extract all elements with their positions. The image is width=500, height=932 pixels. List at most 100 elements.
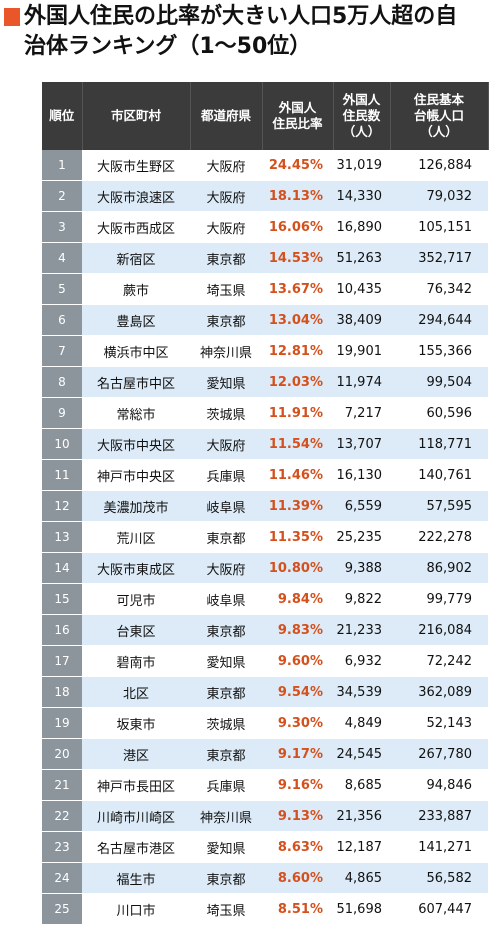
table-row: 9 常総市 茨城県 11.91% 7,217 60,596 (42, 397, 488, 429)
table-row: 23 名古屋市港区 愛知県 8.63% 12,187 141,271 (42, 831, 488, 863)
prefecture-cell: 兵庫県 (190, 459, 262, 491)
ratio-cell: 16.06% (262, 211, 333, 243)
city-cell: 蕨市 (82, 273, 190, 305)
rank-cell: 18 (42, 676, 82, 708)
city-cell: 可児市 (82, 583, 190, 615)
table-row: 8 名古屋市中区 愛知県 12.03% 11,974 99,504 (42, 366, 488, 398)
rank-cell: 1 (42, 150, 82, 181)
header-cell: 市区町村 (82, 82, 191, 150)
rank-cell: 17 (42, 645, 82, 677)
residents-cell: 51,698 (333, 893, 390, 925)
table-row: 16 台東区 東京都 9.83% 21,233 216,084 (42, 614, 488, 646)
population-cell: 72,242 (390, 645, 488, 677)
population-cell: 222,278 (390, 521, 488, 553)
ratio-cell: 9.60% (262, 645, 333, 677)
ratio-cell: 9.17% (262, 738, 333, 770)
population-cell: 99,504 (390, 366, 488, 398)
prefecture-cell: 大阪府 (190, 428, 262, 460)
table-row: 17 碧南市 愛知県 9.60% 6,932 72,242 (42, 645, 488, 677)
residents-cell: 10,435 (333, 273, 390, 305)
rank-cell: 9 (42, 397, 82, 429)
ratio-cell: 11.91% (262, 397, 333, 429)
table-row: 12 美濃加茂市 岐阜県 11.39% 6,559 57,595 (42, 490, 488, 522)
rank-cell: 20 (42, 738, 82, 770)
population-cell: 362,089 (390, 676, 488, 708)
prefecture-cell: 東京都 (190, 738, 262, 770)
table-row: 6 豊島区 東京都 13.04% 38,409 294,644 (42, 304, 488, 336)
city-cell: 台東区 (82, 614, 190, 646)
residents-cell: 14,330 (333, 180, 390, 212)
ratio-cell: 13.67% (262, 273, 333, 305)
rank-cell: 2 (42, 180, 82, 212)
rank-cell: 25 (42, 893, 82, 925)
table-row: 4 新宿区 東京都 14.53% 51,263 352,717 (42, 242, 488, 274)
city-cell: 新宿区 (82, 242, 190, 274)
residents-cell: 9,388 (333, 552, 390, 584)
city-cell: 福生市 (82, 862, 190, 894)
city-cell: 名古屋市中区 (82, 366, 190, 398)
city-cell: 神戸市長田区 (82, 769, 190, 801)
population-cell: 86,902 (390, 552, 488, 584)
table-row: 2 大阪市浪速区 大阪府 18.13% 14,330 79,032 (42, 180, 488, 212)
table-row: 21 神戸市長田区 兵庫県 9.16% 8,685 94,846 (42, 769, 488, 801)
rank-cell: 5 (42, 273, 82, 305)
rank-cell: 7 (42, 335, 82, 367)
prefecture-cell: 茨城県 (190, 707, 262, 739)
residents-cell: 51,263 (333, 242, 390, 274)
ratio-cell: 8.60% (262, 862, 333, 894)
rank-cell: 21 (42, 769, 82, 801)
ratio-cell: 11.39% (262, 490, 333, 522)
population-cell: 99,779 (390, 583, 488, 615)
ratio-cell: 8.63% (262, 831, 333, 863)
ratio-cell: 9.83% (262, 614, 333, 646)
population-cell: 118,771 (390, 428, 488, 460)
prefecture-cell: 東京都 (190, 862, 262, 894)
ratio-cell: 8.51% (262, 893, 333, 925)
prefecture-cell: 茨城県 (190, 397, 262, 429)
table-row: 18 北区 東京都 9.54% 34,539 362,089 (42, 676, 488, 708)
city-cell: 坂東市 (82, 707, 190, 739)
rank-cell: 3 (42, 211, 82, 243)
table-body: 1 大阪市生野区 大阪府 24.45% 31,019 126,884 2 大阪市浪速区 大阪府 1… (42, 150, 488, 925)
title: 外国人住民の比率が大きい人口5万人超の自治体ランキング（1〜50位） (24, 4, 458, 59)
header-cell: 住民基本 台帳人口 （人） (390, 82, 489, 150)
table-row: 11 神戸市中央区 兵庫県 11.46% 16,130 140,761 (42, 459, 488, 491)
residents-cell: 4,849 (333, 707, 390, 739)
prefecture-cell: 神奈川県 (190, 800, 262, 832)
rank-cell: 14 (42, 552, 82, 584)
city-cell: 横浜市中区 (82, 335, 190, 367)
rank-cell: 24 (42, 862, 82, 894)
city-cell: 川崎市川崎区 (82, 800, 190, 832)
city-cell: 常総市 (82, 397, 190, 429)
ratio-cell: 24.45% (262, 150, 333, 181)
prefecture-cell: 岐阜県 (190, 490, 262, 522)
city-cell: 神戸市中央区 (82, 459, 190, 491)
population-cell: 607,447 (390, 893, 488, 925)
rank-cell: 10 (42, 428, 82, 460)
rank-cell: 6 (42, 304, 82, 336)
header-cell: 都道府県 (190, 82, 263, 150)
residents-cell: 7,217 (333, 397, 390, 429)
population-cell: 57,595 (390, 490, 488, 522)
population-cell: 126,884 (390, 150, 488, 181)
residents-cell: 8,685 (333, 769, 390, 801)
population-cell: 79,032 (390, 180, 488, 212)
ratio-cell: 10.80% (262, 552, 333, 584)
prefecture-cell: 東京都 (190, 521, 262, 553)
residents-cell: 12,187 (333, 831, 390, 863)
table-row: 5 蕨市 埼玉県 13.67% 10,435 76,342 (42, 273, 488, 305)
ratio-cell: 9.84% (262, 583, 333, 615)
header-cell: 外国人 住民比率 (262, 82, 334, 150)
city-cell: 川口市 (82, 893, 190, 925)
table-row: 13 荒川区 東京都 11.35% 25,235 222,278 (42, 521, 488, 553)
table-row: 7 横浜市中区 神奈川県 12.81% 19,901 155,366 (42, 335, 488, 367)
header-cell: 外国人 住民数 （人） (333, 82, 391, 150)
population-cell: 140,761 (390, 459, 488, 491)
city-cell: 大阪市生野区 (82, 150, 190, 181)
population-cell: 352,717 (390, 242, 488, 274)
header-row: 順位 市区町村 都道府県 外国人 住民比率 外国人 住民数 （人） 住民基本 台帳人口 （… (42, 82, 489, 150)
table-row: 25 川口市 埼玉県 8.51% 51,698 607,447 (42, 893, 488, 925)
residents-cell: 38,409 (333, 304, 390, 336)
ratio-cell: 18.13% (262, 180, 333, 212)
